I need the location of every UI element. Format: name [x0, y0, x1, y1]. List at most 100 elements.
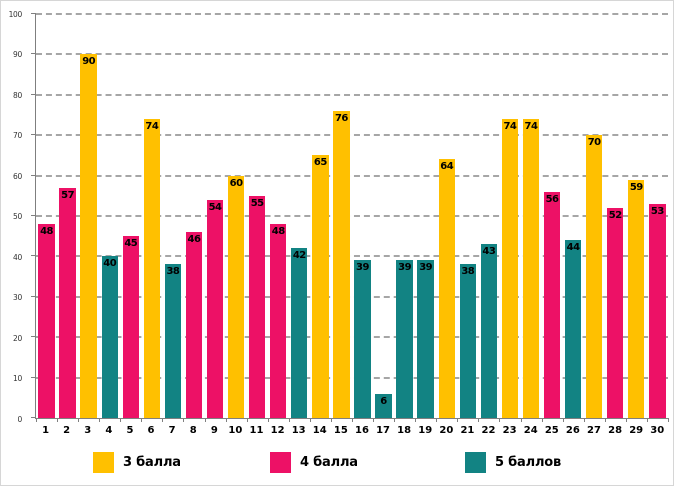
bar-value-label: 90 [82, 56, 96, 68]
bar-slot: 48 [36, 14, 57, 418]
bar-slot: 59 [626, 14, 647, 418]
gridline [36, 134, 668, 137]
bar-12: 48 [270, 224, 287, 418]
x-axis-label: 8 [189, 425, 197, 436]
bar-slot: 60 [226, 14, 247, 418]
bar-value-label: 55 [250, 197, 264, 209]
bar-slot: 38 [162, 14, 183, 418]
x-axis-tick [183, 418, 185, 422]
y-axis-tick [31, 417, 36, 418]
bar-slot: 70 [584, 14, 605, 418]
bar-slot: 39 [352, 14, 373, 418]
legend-item-3-balla: 3 балла [93, 452, 181, 473]
y-axis-tick [31, 174, 36, 176]
bar-slot: 55 [247, 14, 268, 418]
gridline [36, 215, 668, 217]
bars-container: 48 57 90 40 45 74 38 46 54 60 55 48 42 65 76 39 6 39 39 64 3… [36, 14, 668, 418]
bar-19: 39 [417, 260, 434, 418]
bar-value-label: 39 [419, 262, 433, 274]
bar-slot: 52 [605, 14, 626, 418]
y-axis-tick [31, 215, 36, 216]
gridline [36, 93, 668, 96]
x-axis-label: 1 [42, 425, 50, 436]
bar-value-label: 74 [524, 121, 538, 133]
x-axis-label: 19 [418, 425, 433, 436]
bar-value-label: 40 [103, 258, 117, 270]
bar-slot: 53 [647, 14, 668, 418]
x-axis-label: 10 [228, 425, 243, 436]
bar-slot: 6 [373, 14, 394, 418]
bar-value-label: 60 [229, 177, 243, 189]
bar-slot: 74 [499, 14, 520, 418]
y-axis-tick [31, 93, 36, 95]
bar-29: 59 [628, 179, 645, 418]
y-axis-label: 50 [13, 212, 22, 221]
x-axis-tick [120, 418, 122, 422]
x-axis-tick [394, 418, 396, 422]
bar-value-label: 43 [482, 246, 496, 258]
x-axis-label: 28 [608, 425, 623, 436]
x-axis-label: 15 [333, 425, 348, 436]
legend-label: 3 балла [123, 455, 181, 470]
gridline [36, 336, 668, 339]
legend-swatch [93, 452, 114, 473]
bar-30: 53 [649, 203, 666, 418]
bar-20: 64 [438, 159, 455, 418]
bar-value-label: 53 [650, 205, 664, 217]
gridline [36, 255, 668, 258]
x-axis-tick [646, 418, 648, 422]
bar-22: 43 [480, 244, 498, 418]
bar-value-label: 38 [461, 266, 475, 278]
x-axis-tick [330, 418, 332, 422]
x-axis-tick [583, 418, 585, 422]
bar-slot: 39 [415, 14, 436, 418]
y-axis-label: 40 [13, 252, 22, 262]
x-axis-tick [604, 418, 606, 422]
x-axis-label: 22 [481, 425, 496, 436]
bar-1: 48 [38, 224, 55, 418]
y-axis-tick [31, 295, 36, 297]
bar-slot: 46 [183, 14, 204, 418]
bar-slot: 54 [205, 14, 226, 418]
bar-value-label: 76 [334, 112, 348, 124]
x-axis-label: 17 [376, 425, 390, 436]
x-axis-tick [562, 418, 564, 422]
bar-5: 45 [122, 236, 139, 418]
y-axis-label: 100 [8, 9, 23, 19]
plot-area: 48 57 90 40 45 74 38 46 54 60 55 48 42 65 76 39 6 39 39 64 3… [31, 13, 669, 422]
x-axis-label: 9 [210, 425, 218, 436]
gridline [36, 13, 668, 15]
bar-9: 54 [206, 199, 224, 418]
y-axis-label: 80 [13, 90, 22, 100]
bar-8: 46 [185, 232, 203, 418]
bar-slot: 44 [563, 14, 584, 418]
x-axis-label: 18 [397, 425, 412, 436]
x-axis-tick [288, 418, 290, 422]
bar-slot: 74 [141, 14, 162, 418]
bar-value-label: 38 [166, 266, 180, 278]
x-axis-tick [99, 418, 101, 422]
x-axis-tick [352, 418, 353, 422]
x-axis-tick [541, 418, 543, 422]
x-axis-tick [267, 418, 269, 422]
x-axis-tick [246, 418, 248, 422]
bar-slot: 57 [57, 14, 78, 418]
bar-28: 52 [607, 207, 624, 418]
x-axis-tick [436, 418, 438, 422]
x-axis-tick [457, 418, 459, 422]
bar-27: 70 [585, 135, 603, 418]
bar-26: 44 [564, 240, 582, 418]
bar-3: 90 [80, 54, 97, 418]
bar-slot: 42 [289, 14, 310, 418]
x-axis-label: 13 [291, 425, 306, 436]
x-axis-tick [141, 418, 143, 422]
x-axis-label: 3 [84, 425, 92, 436]
y-axis-label: 30 [13, 293, 22, 302]
y-axis-label: 60 [13, 171, 22, 181]
bar-24: 74 [522, 119, 540, 418]
x-axis-tick [78, 418, 80, 422]
x-axis-label: 6 [147, 425, 155, 436]
bar-value-label: 39 [398, 262, 412, 274]
x-axis-tick [478, 418, 480, 422]
x-axis-label: 5 [126, 425, 134, 436]
